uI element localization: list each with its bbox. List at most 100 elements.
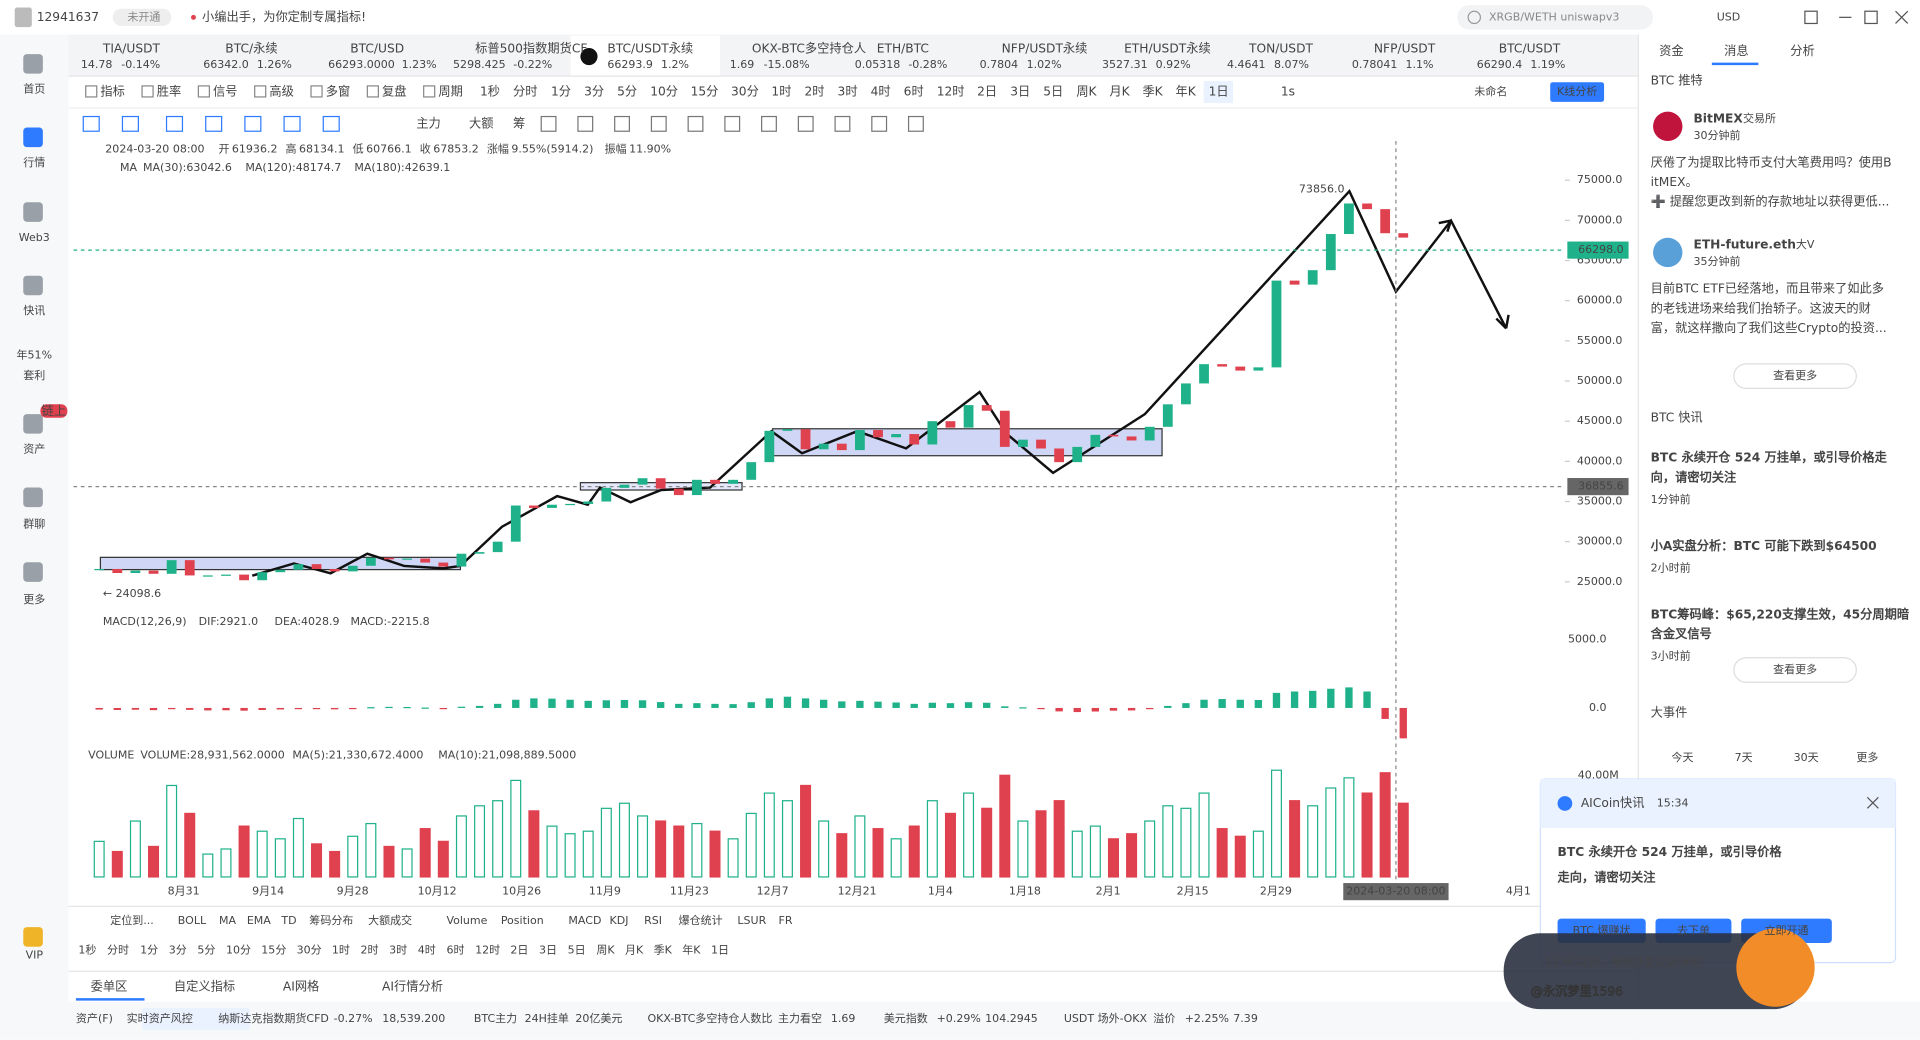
- notice[interactable]: 小编出手，为你定制专属指标!: [202, 9, 366, 24]
- toolbar2-item[interactable]: 大额: [469, 116, 493, 130]
- risk-button[interactable]: [142, 1007, 250, 1030]
- period[interactable]: 12时: [937, 85, 965, 99]
- more-button[interactable]: [1733, 363, 1857, 389]
- draw-tool[interactable]: [121, 115, 139, 132]
- news-text[interactable]: BTC筹码峰：$65,220支撑生效，45分周期暗: [1651, 606, 1909, 621]
- period[interactable]: 周K: [1076, 85, 1097, 99]
- popup-button-text[interactable]: 立即开通: [1764, 923, 1808, 937]
- sidebar-label[interactable]: 年51%: [17, 347, 53, 361]
- draw-tool[interactable]: [907, 115, 924, 132]
- popup-close[interactable]: [1866, 796, 1879, 809]
- period[interactable]: 12时: [475, 943, 500, 956]
- indicator[interactable]: 大额成交: [368, 913, 412, 927]
- period[interactable]: 5日: [568, 943, 586, 956]
- draw-tool[interactable]: [322, 115, 340, 132]
- sidebar-icon[interactable]: [23, 127, 43, 148]
- toolbar-item[interactable]: 多窗: [326, 85, 350, 99]
- sidebar-label[interactable]: 快讯: [23, 304, 45, 317]
- period[interactable]: 15分: [261, 943, 286, 956]
- indicator[interactable]: BOLL: [178, 914, 207, 927]
- toolbar-right[interactable]: K线分析: [1557, 84, 1597, 98]
- draw-tool[interactable]: [834, 115, 851, 132]
- sidebar-icon[interactable]: [23, 202, 43, 222]
- period[interactable]: 6时: [446, 943, 464, 956]
- period[interactable]: 5分: [617, 85, 637, 99]
- period[interactable]: 1日: [711, 943, 729, 956]
- sidebar-label[interactable]: 行情: [23, 156, 45, 169]
- period[interactable]: 1日: [1209, 85, 1229, 99]
- toolbar-right[interactable]: 1s: [1281, 85, 1295, 99]
- period[interactable]: 1时: [771, 85, 791, 99]
- period[interactable]: 2时: [804, 85, 824, 99]
- period[interactable]: 3分: [169, 943, 187, 956]
- period[interactable]: 月K: [625, 943, 644, 956]
- toolbar2-item[interactable]: 筹: [513, 116, 525, 130]
- sidebar-icon[interactable]: [23, 562, 43, 582]
- event-tab[interactable]: 30天: [1794, 751, 1819, 764]
- bottom-tab[interactable]: AI网格: [283, 979, 319, 994]
- panel-tab[interactable]: 消息: [1724, 43, 1748, 58]
- bottom-tab[interactable]: 自定义指标: [174, 979, 235, 994]
- toolbar2-item[interactable]: 主力: [416, 116, 440, 130]
- toolbar-item[interactable]: 周期: [438, 85, 462, 99]
- tab-name[interactable]: TIA/USDT: [102, 42, 161, 56]
- currency[interactable]: USD: [1717, 10, 1741, 23]
- sidebar-label[interactable]: Web3: [19, 231, 50, 244]
- bottom-tab[interactable]: 委单区: [91, 980, 128, 994]
- draw-tool[interactable]: [614, 115, 630, 132]
- sidebar-label[interactable]: 套利: [23, 369, 45, 382]
- draw-tool[interactable]: [283, 115, 301, 132]
- panel-tab[interactable]: 资金: [1659, 43, 1683, 58]
- sidebar-icon[interactable]: [23, 54, 43, 74]
- sidebar-icon[interactable]: [23, 275, 43, 296]
- news-text[interactable]: BTC 永续开仓 524 万挂单，或引导价格走: [1651, 450, 1888, 465]
- indicator[interactable]: KDJ: [610, 914, 629, 927]
- sidebar-label[interactable]: 资产: [23, 442, 45, 456]
- news-text[interactable]: 小A实盘分析：BTC 可能下跌到$64500: [1651, 538, 1877, 553]
- period[interactable]: 1分: [140, 943, 158, 956]
- sidebar-label[interactable]: 更多: [23, 592, 45, 606]
- more-button[interactable]: [1733, 657, 1857, 683]
- news-text[interactable]: 向，请密切关注: [1651, 469, 1737, 484]
- draw-tool[interactable]: [871, 115, 888, 132]
- toolbar-item[interactable]: 高级: [269, 84, 293, 99]
- indicator[interactable]: MA: [219, 914, 237, 927]
- indicator[interactable]: FR: [779, 914, 793, 927]
- indicator[interactable]: EMA: [247, 914, 271, 927]
- tab-name[interactable]: NFP/USDT永续: [1002, 42, 1088, 56]
- toolbar-item[interactable]: 信号: [213, 85, 237, 99]
- window-controls[interactable]: [1804, 10, 1909, 25]
- sidebar-icon[interactable]: [23, 414, 43, 434]
- period[interactable]: 年K: [682, 942, 701, 956]
- indicator[interactable]: 筹码分布: [309, 913, 353, 927]
- toolbar-item[interactable]: 复盘: [382, 84, 406, 99]
- popup-button-text[interactable]: 去下单: [1677, 924, 1710, 937]
- period[interactable]: 2日: [510, 943, 528, 956]
- period[interactable]: 3时: [389, 943, 407, 956]
- period[interactable]: 10分: [650, 85, 678, 99]
- period[interactable]: 30分: [731, 85, 759, 99]
- draw-tool[interactable]: [205, 115, 223, 132]
- period[interactable]: 1秒: [480, 85, 500, 99]
- sidebar-label[interactable]: VIP: [26, 948, 44, 961]
- ticker-item[interactable]: 实时资产风控: [127, 1011, 193, 1025]
- indicator[interactable]: Position: [501, 914, 544, 927]
- period[interactable]: 年K: [1176, 85, 1197, 99]
- tab-name[interactable]: ETH/BTC: [877, 42, 929, 56]
- kline-button[interactable]: [1550, 82, 1605, 102]
- period[interactable]: 5分: [197, 943, 215, 956]
- news-text[interactable]: 含金叉信号: [1651, 626, 1712, 641]
- event-tab[interactable]: 7天: [1735, 751, 1753, 764]
- tab-name[interactable]: BTC/永续: [225, 42, 277, 56]
- event-tab[interactable]: 更多: [1856, 750, 1878, 764]
- event-tab[interactable]: 今天: [1671, 750, 1693, 764]
- period[interactable]: 10分: [226, 943, 251, 956]
- ad-banner[interactable]: [1503, 933, 1810, 1010]
- search-box[interactable]: [1457, 5, 1654, 30]
- sidebar-label[interactable]: 首页: [23, 82, 45, 96]
- draw-tool[interactable]: [82, 115, 100, 132]
- tab-name[interactable]: ETH/USDT永续: [1124, 42, 1211, 56]
- toolbar-item[interactable]: 胜率: [157, 84, 181, 99]
- period[interactable]: 15分: [691, 85, 719, 99]
- draw-tool[interactable]: [650, 115, 667, 132]
